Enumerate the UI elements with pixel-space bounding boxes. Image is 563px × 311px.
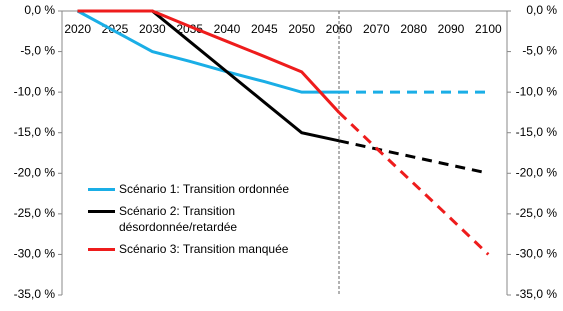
y-tick-label: -15,0 % bbox=[14, 125, 56, 139]
y2-tick-label: -20,0 % bbox=[516, 165, 558, 179]
legend: Scénario 1: Transition ordonnée Scénario … bbox=[88, 181, 293, 263]
y2-tick-label: 0,0 % bbox=[526, 3, 557, 17]
y-tick-label: -25,0 % bbox=[14, 206, 56, 220]
y-tick-label: 0,0 % bbox=[24, 3, 55, 17]
x-tick-label: 2030 bbox=[139, 22, 166, 36]
x-tick-label: 2100 bbox=[475, 22, 502, 36]
series-line bbox=[76, 9, 339, 94]
legend-entry: Scénario 2: Transition désordonnée/retar… bbox=[88, 203, 293, 235]
series-line bbox=[77, 9, 341, 114]
y-tick-label: -35,0 % bbox=[14, 287, 56, 301]
legend-entry: Scénario 1: Transition ordonnée bbox=[88, 181, 293, 197]
y-tick-label: -10,0 % bbox=[14, 84, 56, 98]
x-tick-label: 2025 bbox=[102, 22, 129, 36]
x-tick-label: 2020 bbox=[64, 22, 91, 36]
y2-tick-label: -10,0 % bbox=[516, 84, 558, 98]
x-tick-label: 2080 bbox=[400, 22, 427, 36]
x-tick-label: 2070 bbox=[363, 22, 390, 36]
legend-label: Scénario 3: Transition manquée bbox=[119, 242, 289, 256]
legend-swatch bbox=[88, 188, 115, 191]
y2-tick-label: -25,0 % bbox=[516, 206, 558, 220]
y2-tick-label: -30,0 % bbox=[516, 247, 558, 261]
y-tick-label: -5,0 % bbox=[20, 44, 55, 58]
y2-tick-label: -35,0 % bbox=[516, 287, 558, 301]
series-line-projection bbox=[338, 139, 489, 175]
x-tick-label: 2060 bbox=[326, 22, 353, 36]
series-line-projection bbox=[337, 111, 490, 256]
y2-tick-label: -15,0 % bbox=[516, 125, 558, 139]
y2-tick-label: -5,0 % bbox=[522, 44, 557, 58]
x-tick-label: 2040 bbox=[214, 22, 241, 36]
legend-label: Scénario 1: Transition ordonnée bbox=[119, 182, 290, 196]
x-tick-label: 2090 bbox=[438, 22, 465, 36]
legend-entry: Scénario 3: Transition manquée bbox=[88, 241, 293, 257]
y-tick-label: -20,0 % bbox=[14, 165, 56, 179]
legend-swatch bbox=[88, 248, 115, 251]
x-tick-label: 2045 bbox=[251, 22, 278, 36]
x-tick-label: 2035 bbox=[176, 22, 203, 36]
y-tick-label: -30,0 % bbox=[14, 247, 56, 261]
x-tick-label: 2050 bbox=[288, 22, 315, 36]
legend-label: Scénario 2: Transition désordonnée/retar… bbox=[119, 204, 238, 234]
legend-swatch bbox=[88, 210, 115, 213]
